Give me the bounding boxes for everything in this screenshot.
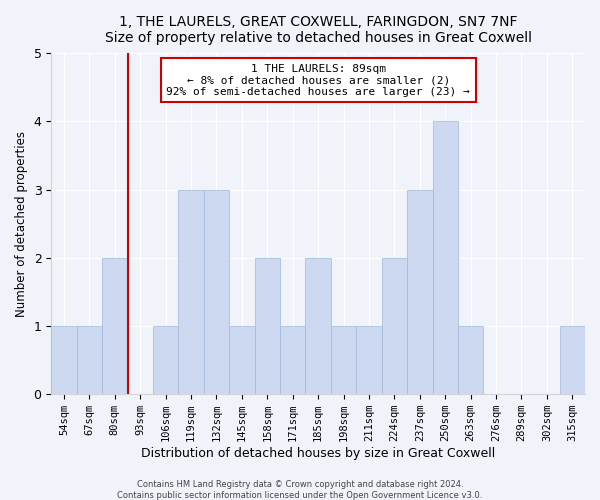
Text: Contains HM Land Registry data © Crown copyright and database right 2024.
Contai: Contains HM Land Registry data © Crown c… (118, 480, 482, 500)
Text: 1 THE LAURELS: 89sqm
← 8% of detached houses are smaller (2)
92% of semi-detache: 1 THE LAURELS: 89sqm ← 8% of detached ho… (166, 64, 470, 96)
Bar (560, 326, 585, 394)
Bar (331, 326, 356, 394)
Bar (178, 190, 204, 394)
Bar (204, 190, 229, 394)
Bar (51, 326, 77, 394)
Bar (382, 258, 407, 394)
Bar (102, 258, 128, 394)
Bar (153, 326, 178, 394)
Bar (254, 258, 280, 394)
Bar (229, 326, 254, 394)
Bar (433, 122, 458, 394)
Bar (77, 326, 102, 394)
Bar (407, 190, 433, 394)
Bar (280, 326, 305, 394)
Bar (356, 326, 382, 394)
Title: 1, THE LAURELS, GREAT COXWELL, FARINGDON, SN7 7NF
Size of property relative to d: 1, THE LAURELS, GREAT COXWELL, FARINGDON… (104, 15, 532, 45)
X-axis label: Distribution of detached houses by size in Great Coxwell: Distribution of detached houses by size … (141, 447, 495, 460)
Bar (458, 326, 484, 394)
Bar (305, 258, 331, 394)
Y-axis label: Number of detached properties: Number of detached properties (15, 131, 28, 317)
